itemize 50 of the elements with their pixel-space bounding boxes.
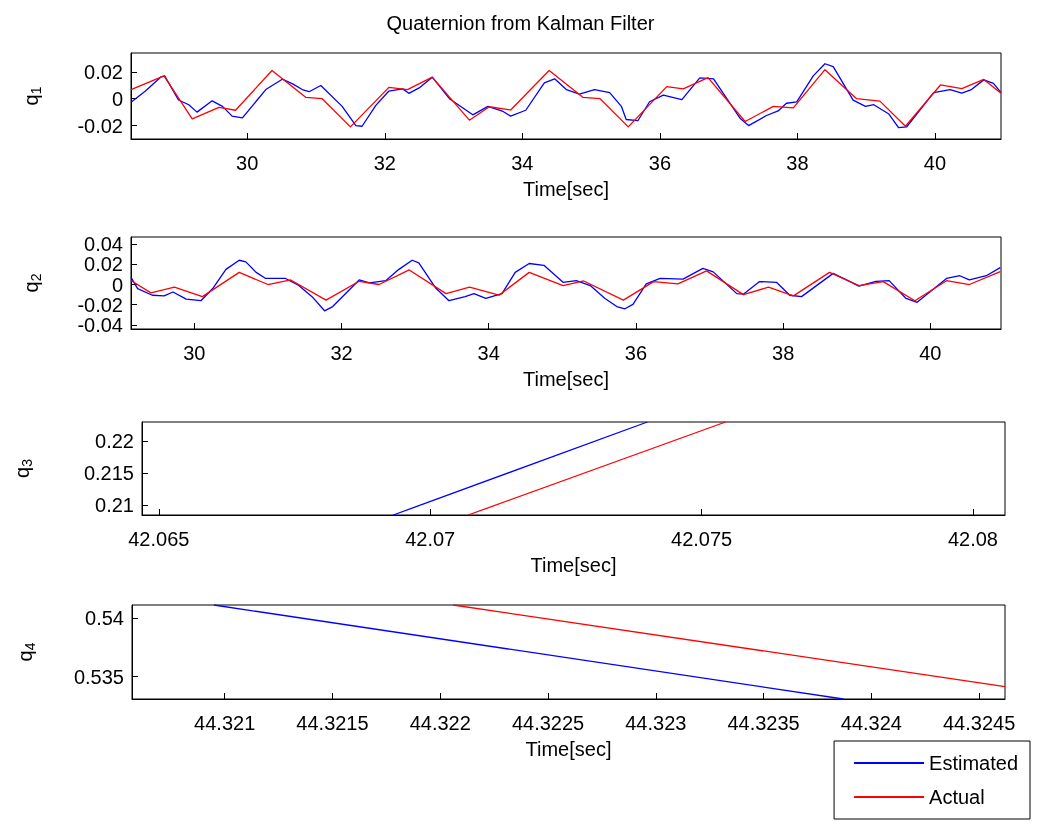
line-series xyxy=(130,269,1001,302)
y-tick-label: -0.02 xyxy=(77,293,123,316)
x-tick-label: 40 xyxy=(923,152,947,174)
chart-title: Quaternion from Kalman Filter xyxy=(386,12,655,34)
y-axis-title: q2 xyxy=(20,273,44,293)
line-series xyxy=(130,259,1001,312)
y-tick-label: 0.535 xyxy=(73,665,124,688)
y-tick-label: 0.04 xyxy=(84,233,123,256)
x-tick-label: 36 xyxy=(648,152,671,174)
x-axis-title: Time[sec] xyxy=(523,368,609,390)
y-tick-label: 0 xyxy=(111,87,123,110)
y-axis-title: q3 xyxy=(11,458,35,478)
x-tick-label: 44.3245 xyxy=(942,712,1016,734)
x-axis-title: Time[sec] xyxy=(530,554,617,576)
x-axis-title: Time[sec] xyxy=(525,738,612,760)
y-tick-label: 0.21 xyxy=(95,493,134,516)
legend-label: Actual xyxy=(929,786,985,808)
x-tick-label: 38 xyxy=(786,152,809,174)
y-tick-label: -0.02 xyxy=(77,114,123,137)
x-tick-label: 44.321 xyxy=(194,712,256,734)
x-tick-label: 34 xyxy=(511,152,534,174)
x-tick-label: 44.324 xyxy=(840,712,902,734)
x-tick-label: 42.08 xyxy=(947,528,999,550)
y-tick-label: 0.02 xyxy=(84,60,123,83)
x-tick-label: 32 xyxy=(330,342,353,364)
y-tick-label: -0.04 xyxy=(77,313,123,336)
x-tick-label: 42.075 xyxy=(671,528,733,550)
x-tick-label: 30 xyxy=(236,152,259,174)
x-tick-label: 34 xyxy=(477,342,500,364)
x-tick-label: 38 xyxy=(772,342,795,364)
x-tick-label: 44.3235 xyxy=(727,712,800,734)
y-tick-label: 0.54 xyxy=(85,606,124,629)
y-tick-label: 0 xyxy=(111,273,123,296)
y-axis-title: q1 xyxy=(20,86,44,106)
x-tick-label: 42.07 xyxy=(405,528,456,550)
x-tick-label: 44.323 xyxy=(625,712,687,734)
x-tick-label: 32 xyxy=(373,152,396,174)
y-tick-label: 0.02 xyxy=(84,253,123,276)
x-tick-label: 44.3215 xyxy=(296,712,369,734)
legend-label: Estimated xyxy=(929,752,1019,774)
x-tick-label: 40 xyxy=(919,342,942,364)
x-tick-label: 36 xyxy=(624,342,648,364)
y-tick-label: 0.22 xyxy=(95,430,134,453)
x-tick-label: 30 xyxy=(183,342,206,364)
x-tick-label: 44.322 xyxy=(409,712,471,734)
x-axis-title: Time[sec] xyxy=(523,178,609,200)
y-axis-title: q4 xyxy=(14,642,38,662)
x-tick-label: 42.065 xyxy=(128,528,190,550)
y-tick-label: 0.215 xyxy=(83,461,134,484)
x-tick-label: 44.3225 xyxy=(511,712,585,734)
